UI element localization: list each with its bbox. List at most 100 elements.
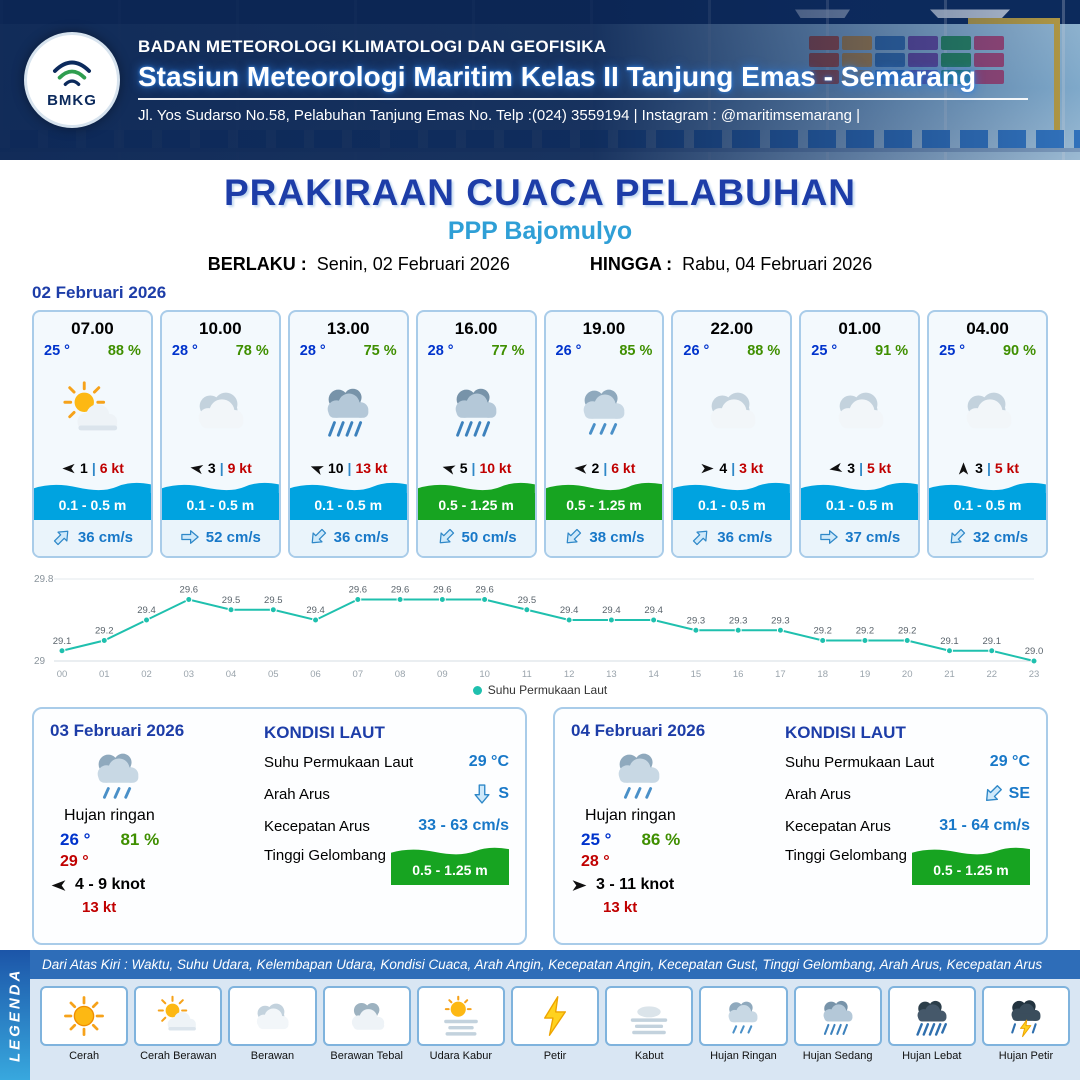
svg-text:29.3: 29.3: [771, 615, 790, 626]
current-direction-icon: [687, 523, 715, 551]
svg-text:08: 08: [395, 669, 406, 680]
wind-row: 5 | 10 kt: [418, 460, 535, 482]
header-divider: [138, 97, 1029, 100]
separator: |: [347, 460, 352, 476]
wave-height-value: 0.5 - 1.25 m: [912, 857, 1030, 885]
svg-text:22: 22: [986, 669, 997, 680]
forecast-time: 07.00: [71, 319, 114, 338]
svg-text:29.2: 29.2: [813, 626, 832, 637]
wind-speed-value: 6 kt: [99, 460, 124, 476]
current-speed-value: 36 cm/s: [333, 528, 389, 546]
legend-icon-box: [981, 986, 1071, 1046]
wind-range: 3 - 11 knot: [596, 876, 675, 893]
current-direction-icon: [304, 523, 332, 551]
forecast-time: 13.00: [326, 319, 370, 338]
sst-value: 29 °C: [989, 753, 1030, 770]
legend-icon-box: [887, 986, 976, 1046]
svg-text:29.5: 29.5: [222, 595, 241, 606]
temp-humidity-row: 26 ° 85 %: [546, 339, 663, 359]
agency-name: BADAN METEOROLOGI KLIMATOLOGI DAN GEOFIS…: [138, 36, 607, 56]
forecast-time: 04.00: [966, 319, 1009, 338]
current-speed-value: 50 cm/s: [461, 528, 517, 546]
wind-row: 4 | 3 kt: [673, 460, 790, 482]
humidity-value: 90 %: [1002, 343, 1036, 359]
legend-item: Hujan Lebat: [887, 986, 976, 1062]
sea-conditions-title: KONDISI LAUT: [263, 723, 385, 742]
svg-text:10: 10: [479, 669, 490, 680]
legend-items-row: Cerah Cerah Berawan Berawan Berawan Teba…: [30, 979, 1080, 1080]
temperature-min: 26 °: [60, 830, 91, 849]
wind-direction-icon: [956, 461, 971, 476]
title-section: PRAKIRAAN CUACA PELABUHAN PPP Bajomulyo …: [0, 160, 1080, 275]
legend-item: Cerah Berawan: [134, 986, 223, 1062]
legend-icon-box: [699, 986, 788, 1046]
day-card: 04 Februari 2026 Hujan ringan 25 ° 86 % …: [553, 707, 1048, 945]
legend-icon-box: [510, 986, 600, 1046]
legend-item-label: Petir: [543, 1050, 567, 1062]
wind-value: 1: [80, 460, 88, 476]
wind-row: 3 - 11 knot: [571, 876, 773, 894]
wind-speed-value: 6 kt: [611, 460, 636, 476]
wave-crest-icon: [673, 482, 791, 493]
hourly-forecast-section: 02 Februari 2026 07.00 25 ° 88 % 1 | 6 k…: [0, 275, 1080, 558]
weather-condition: Hujan ringan: [585, 807, 676, 824]
wave-crest-icon: [289, 482, 407, 493]
humidity-value: 81 %: [120, 830, 160, 849]
legend-icon-box: [605, 986, 694, 1046]
temp-humidity-row: 28 ° 77 %: [418, 339, 535, 359]
current-row: 32 cm/s: [929, 520, 1046, 556]
wind-direction-icon: [307, 458, 326, 477]
current-row: 36 cm/s: [34, 520, 151, 556]
svg-text:29.6: 29.6: [475, 585, 494, 596]
header-overlay: [0, 0, 1080, 160]
forecast-card: 01.00 25 ° 91 % 3 | 5 kt 0.1 - 0.5 m 37 …: [799, 310, 921, 558]
svg-text:29.5: 29.5: [264, 595, 283, 606]
svg-text:21: 21: [944, 669, 955, 680]
current-direction-icon: [180, 527, 200, 547]
current-row: 36 cm/s: [289, 520, 407, 556]
wave-crest-icon: [391, 847, 509, 857]
forecast-card: 07.00 25 ° 88 % 1 | 6 kt 0.1 - 0.5 m 36 …: [32, 310, 153, 558]
wind-speed-value: 13 kt: [355, 460, 388, 476]
current-speed-value: 37 cm/s: [845, 528, 901, 546]
temperature-value: 28 °: [299, 343, 326, 359]
forecast-cards-row: 07.00 25 ° 88 % 1 | 6 kt 0.1 - 0.5 m 36 …: [32, 310, 1048, 558]
wind-direction-icon: [50, 877, 67, 894]
wind-value: 2: [591, 460, 600, 476]
sst-label: Suhu Permukaan Laut: [263, 753, 414, 771]
svg-text:29.6: 29.6: [349, 585, 368, 596]
wave-height-value: 0.1 - 0.5 m: [673, 493, 791, 520]
humidity-value: 85 %: [619, 343, 653, 359]
station-address: Jl. Yos Sudarso No.58, Pelabuhan Tanjung…: [138, 106, 861, 124]
svg-text:17: 17: [775, 669, 786, 680]
svg-text:29.6: 29.6: [180, 585, 199, 596]
current-speed-value: 52 cm/s: [205, 528, 261, 546]
wind-speed-value: 5 kt: [994, 460, 1019, 476]
bmkg-logo: BMKG: [24, 32, 120, 128]
weather-icon: [34, 359, 151, 460]
current-speed-value: 36 cm/s: [77, 528, 133, 546]
current-direction-icon: [819, 527, 839, 547]
sst-chart-section: 29.8 29 29.1 00 29.2 01 29.4 02 29.6 03 29.5 04 29.5…: [0, 558, 1080, 699]
wind-speed-value: 9 kt: [227, 460, 252, 476]
legend-marker-icon: [472, 685, 482, 695]
svg-text:20: 20: [902, 669, 913, 680]
separator: |: [859, 460, 863, 476]
temperature-value: 28 °: [427, 343, 454, 359]
legend-item-label: Cerah Berawan: [140, 1050, 217, 1062]
day-date: 03 Februari 2026: [50, 721, 185, 740]
svg-text:29.5: 29.5: [518, 595, 537, 606]
wave-height-value: 0.1 - 0.5 m: [289, 493, 407, 520]
chart-legend-label: Suhu Permukaan Laut: [487, 683, 608, 697]
humidity-value: 78 %: [235, 343, 269, 359]
weather-icon: [439, 994, 483, 1038]
wave-height-value: 0.5 - 1.25 m: [545, 493, 663, 520]
wave-crest-icon: [801, 482, 919, 493]
svg-text:29.0: 29.0: [1025, 646, 1044, 657]
wave-height-band: 0.1 - 0.5 m: [929, 482, 1046, 520]
weather-icon: [250, 994, 294, 1038]
legend-item-label: Cerah: [69, 1050, 100, 1062]
legend-icon-box: [793, 986, 882, 1046]
wave-crest-icon: [545, 482, 663, 493]
humidity-value: 75 %: [363, 343, 397, 359]
